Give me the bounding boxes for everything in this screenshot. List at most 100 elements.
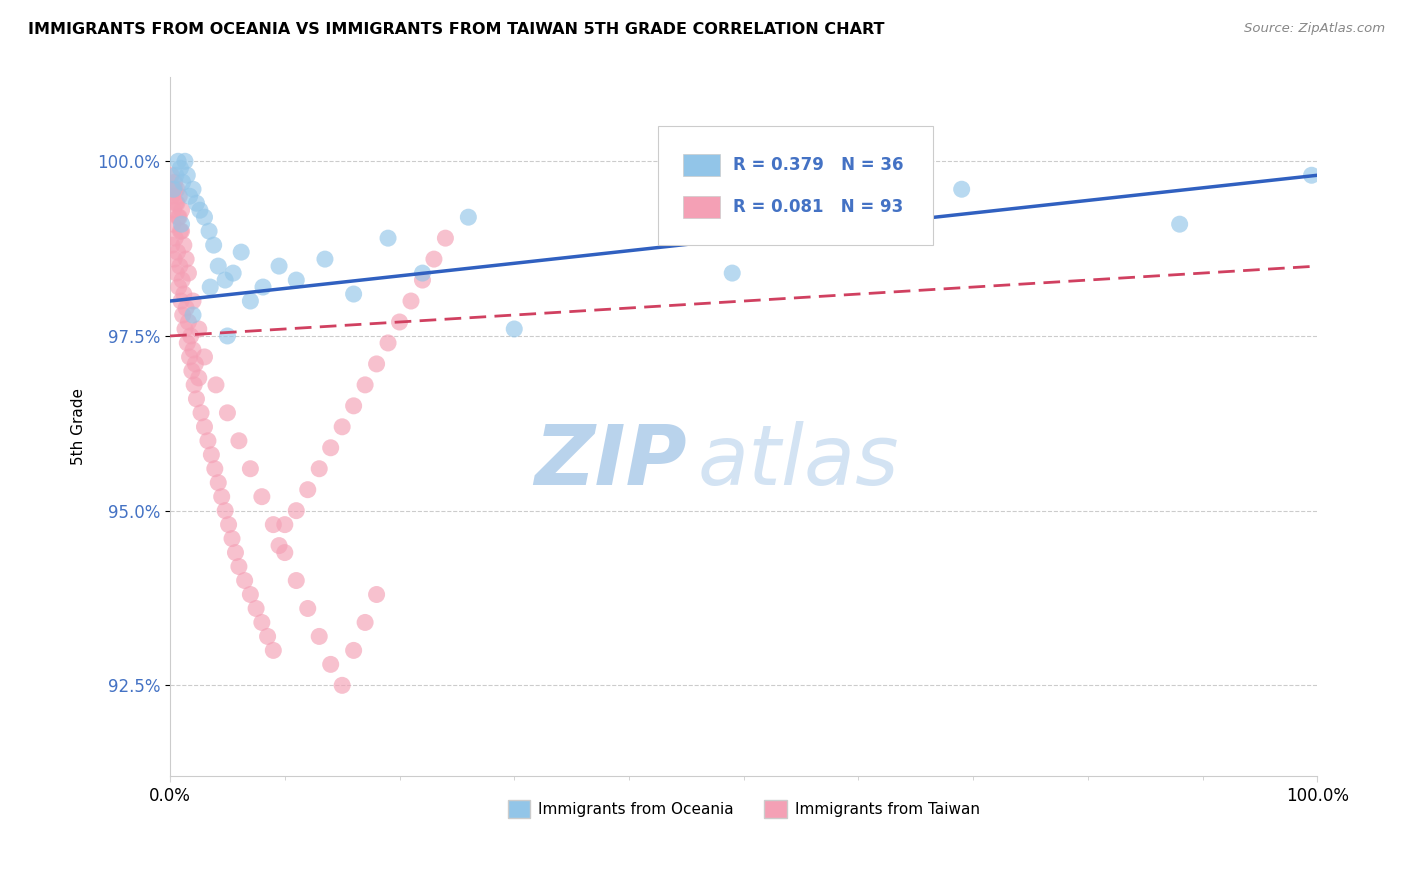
Point <box>256 629 278 643</box>
Text: atlas: atlas <box>697 421 900 502</box>
Point <box>179 350 201 364</box>
Text: Source: ZipAtlas.com: Source: ZipAtlas.com <box>1244 22 1385 36</box>
Point <box>162 182 184 196</box>
Point <box>250 490 273 504</box>
Point <box>434 231 457 245</box>
Point <box>165 266 187 280</box>
Point <box>174 301 197 315</box>
Point <box>170 217 193 231</box>
Point <box>207 259 229 273</box>
Point <box>1168 217 1191 231</box>
Y-axis label: 5th Grade: 5th Grade <box>72 388 86 466</box>
Point <box>200 280 222 294</box>
Point <box>214 273 236 287</box>
Point <box>193 419 215 434</box>
Point <box>354 615 377 630</box>
Point <box>181 308 204 322</box>
Point <box>187 322 209 336</box>
Point <box>308 461 330 475</box>
Point <box>388 315 411 329</box>
Point <box>343 399 366 413</box>
Point <box>165 231 187 245</box>
Point <box>163 252 186 266</box>
Point <box>198 224 221 238</box>
Point <box>181 182 204 196</box>
Point <box>200 448 222 462</box>
Point <box>224 545 246 559</box>
Point <box>297 483 319 497</box>
Point <box>228 434 250 448</box>
Point <box>267 259 290 273</box>
Point <box>197 434 219 448</box>
Point <box>162 217 184 231</box>
Point <box>218 517 240 532</box>
Point <box>188 203 211 218</box>
Point <box>166 196 188 211</box>
Point <box>172 175 194 189</box>
Point <box>343 643 366 657</box>
Point <box>173 238 195 252</box>
FancyBboxPatch shape <box>658 127 934 245</box>
Point <box>177 266 200 280</box>
Point <box>314 252 336 266</box>
Text: IMMIGRANTS FROM OCEANIA VS IMMIGRANTS FROM TAIWAN 5TH GRADE CORRELATION CHART: IMMIGRANTS FROM OCEANIA VS IMMIGRANTS FR… <box>28 22 884 37</box>
Point <box>245 601 267 615</box>
Point <box>319 441 342 455</box>
Point <box>377 335 399 350</box>
Point <box>184 357 207 371</box>
Point <box>204 461 226 475</box>
Point <box>174 252 197 266</box>
Point <box>160 168 183 182</box>
Point <box>377 231 399 245</box>
Point <box>167 280 190 294</box>
Point <box>233 574 256 588</box>
Point <box>217 406 239 420</box>
Point <box>423 252 446 266</box>
Point <box>221 532 243 546</box>
Point <box>411 266 433 280</box>
Point <box>399 293 422 308</box>
Point <box>181 293 204 308</box>
Point <box>262 643 284 657</box>
Point <box>167 210 190 224</box>
Point <box>1301 168 1323 182</box>
Point <box>169 161 191 176</box>
Point <box>174 154 197 169</box>
Point <box>176 335 198 350</box>
Point <box>173 287 195 301</box>
Point <box>180 329 202 343</box>
FancyBboxPatch shape <box>683 153 720 176</box>
FancyBboxPatch shape <box>683 195 720 218</box>
Point <box>319 657 342 672</box>
Point <box>950 182 973 196</box>
Text: ZIP: ZIP <box>534 421 686 502</box>
Point <box>411 273 433 287</box>
Point <box>239 293 262 308</box>
Point <box>457 210 479 224</box>
Point <box>172 273 194 287</box>
Point <box>222 266 245 280</box>
Point <box>217 329 239 343</box>
Point <box>186 196 208 211</box>
Point <box>354 377 377 392</box>
Point <box>721 266 744 280</box>
Point <box>330 419 353 434</box>
Point <box>167 189 190 203</box>
Point <box>330 678 353 692</box>
Point <box>308 629 330 643</box>
Point <box>267 539 290 553</box>
Point <box>162 189 184 203</box>
Point <box>172 308 194 322</box>
Point <box>250 615 273 630</box>
Point <box>167 154 190 169</box>
Point <box>343 287 366 301</box>
Point <box>274 545 297 559</box>
Point <box>166 245 188 260</box>
Point <box>181 343 204 357</box>
Point <box>285 574 308 588</box>
Text: R = 0.379   N = 36: R = 0.379 N = 36 <box>734 156 904 174</box>
Point <box>163 182 186 196</box>
Point <box>167 210 190 224</box>
Point <box>503 322 526 336</box>
Point <box>214 503 236 517</box>
